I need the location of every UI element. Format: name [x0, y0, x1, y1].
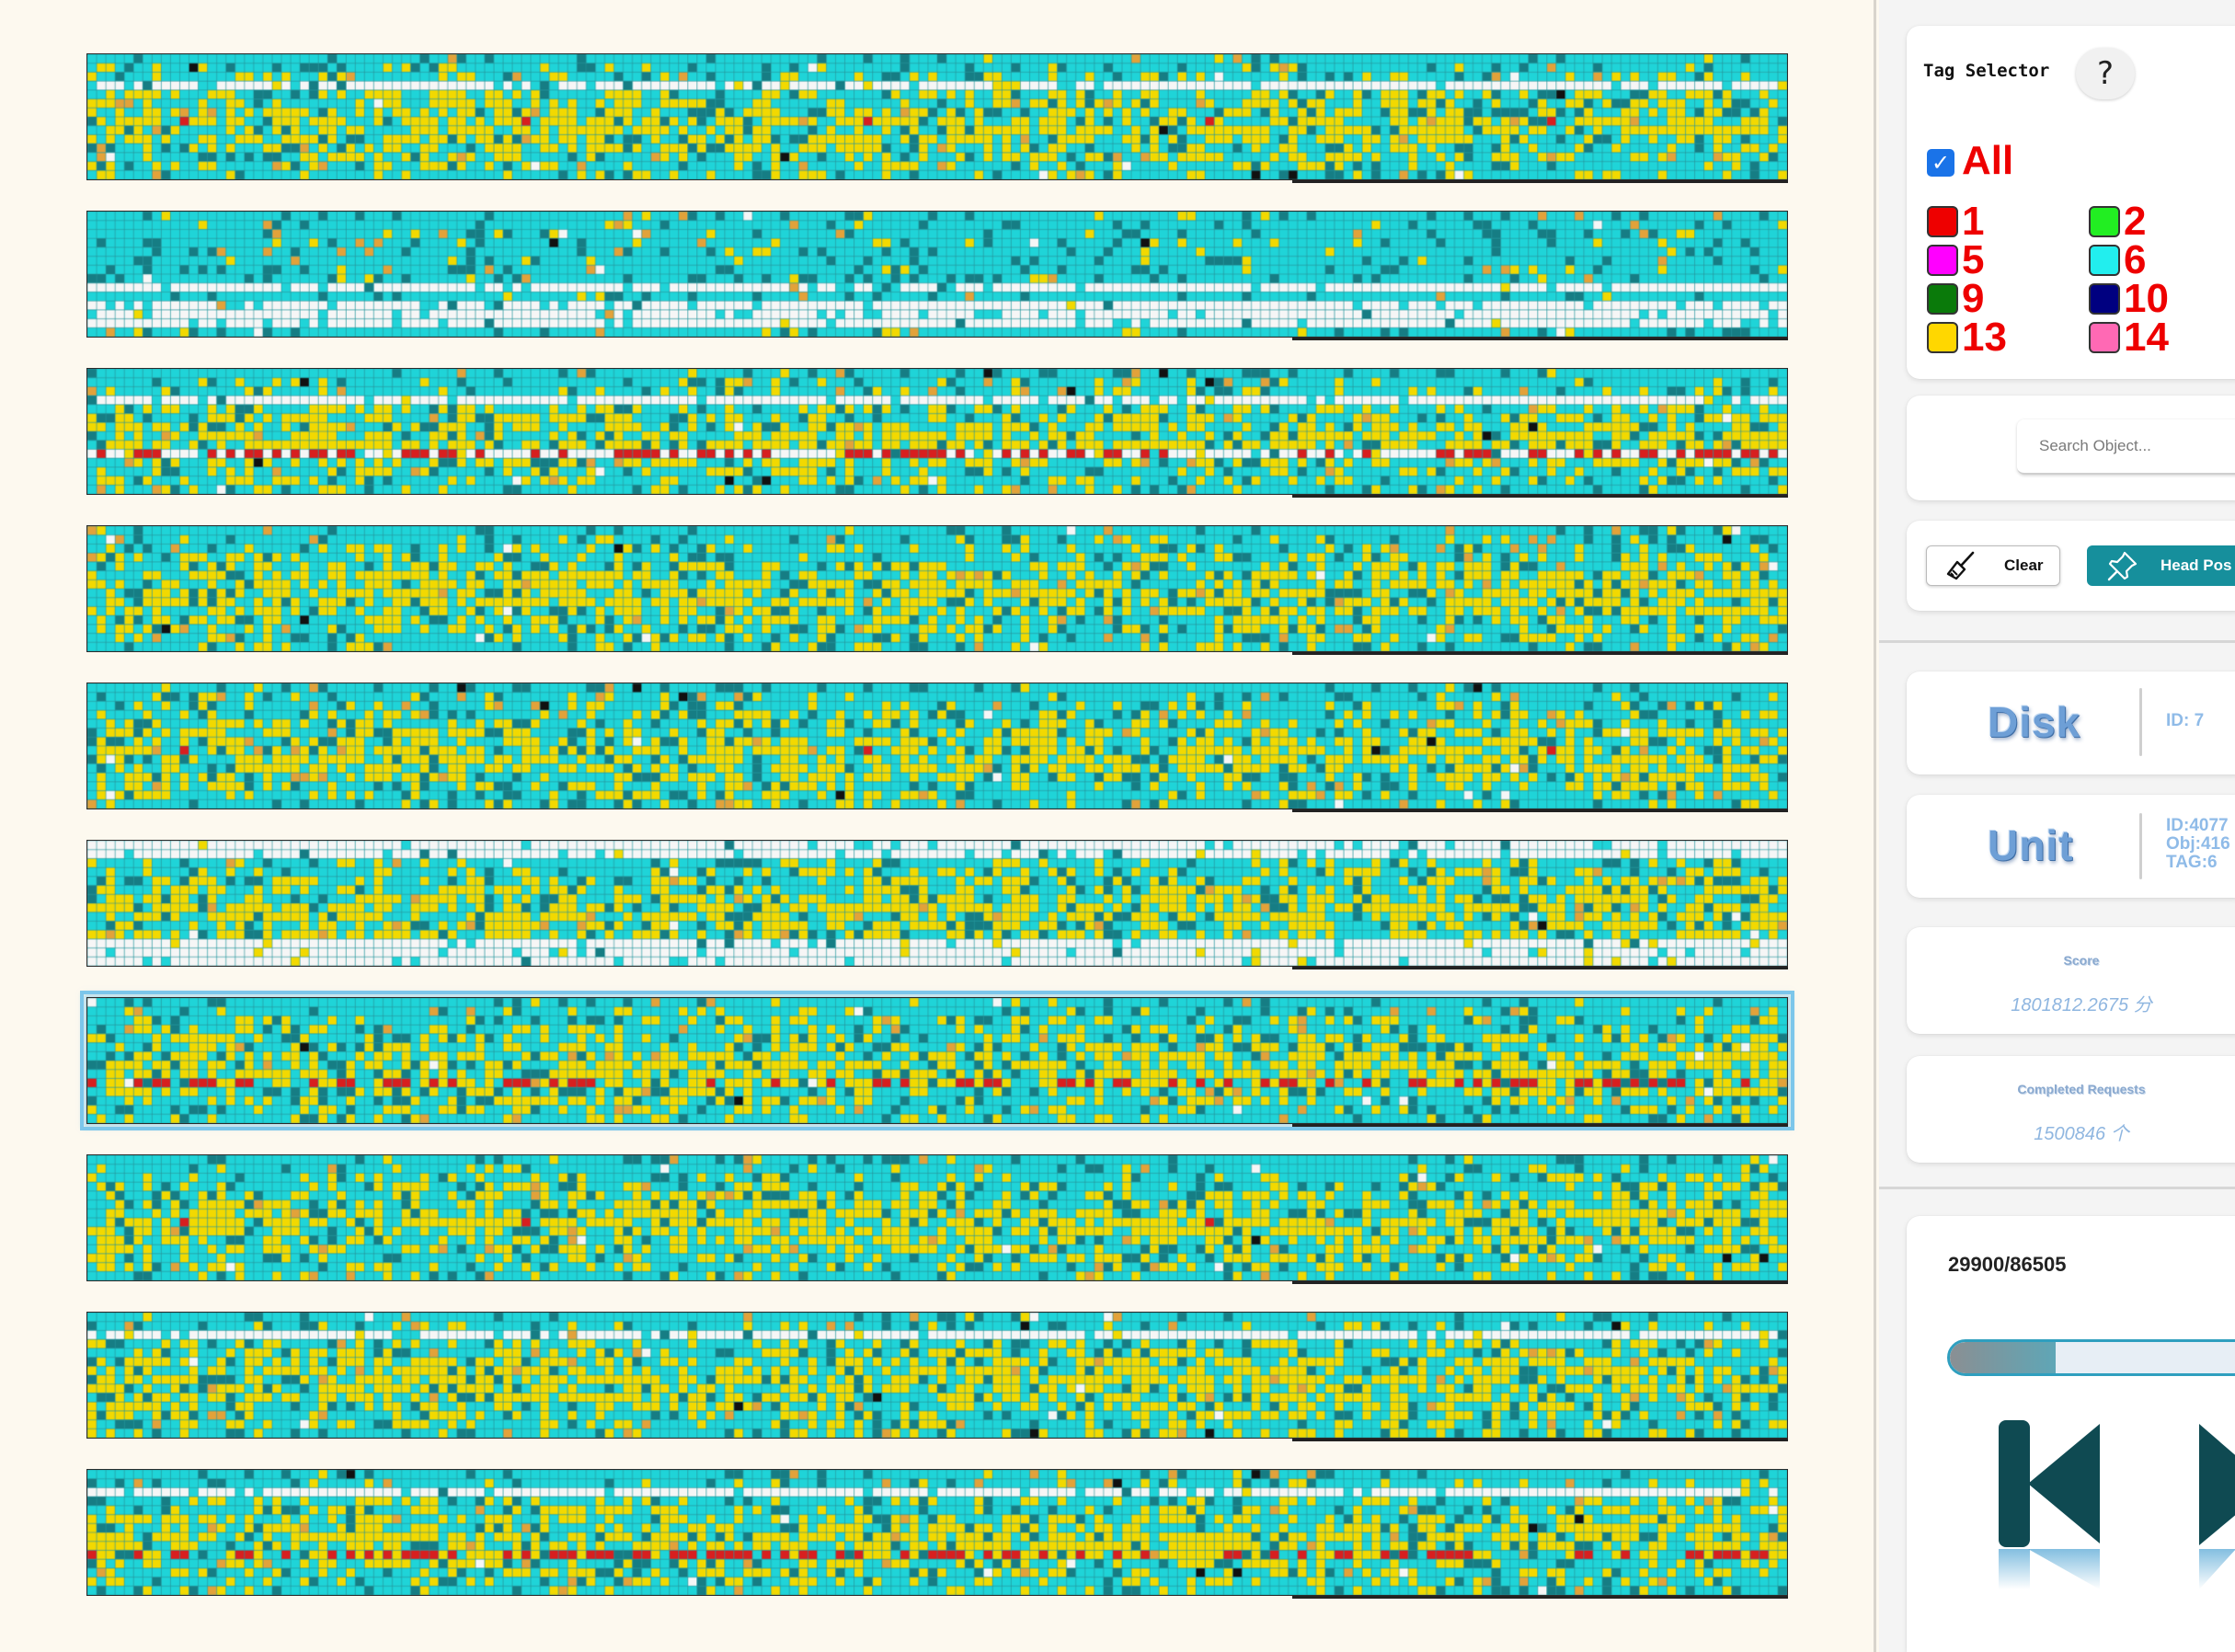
unit-tag: TAG:6: [2166, 853, 2218, 872]
progress-fill: [1950, 1342, 2057, 1373]
tag-color-swatch: [1927, 245, 1958, 276]
tag-item-2[interactable]: 2: [2089, 199, 2147, 244]
disk-row[interactable]: [86, 1312, 1788, 1439]
disk-cell-grid: [87, 526, 1787, 651]
disk-cell-grid: [87, 54, 1787, 179]
tag-selector-title: Tag Selector: [1923, 61, 2050, 81]
disk-cell-grid: [87, 998, 1787, 1123]
disk-row[interactable]: [86, 1469, 1788, 1596]
unit-title: Unit: [1988, 821, 2074, 869]
disk-row-baseline: [1292, 809, 1788, 812]
disk-cell-grid: [87, 841, 1787, 966]
disk-cell-grid: [87, 1155, 1787, 1280]
skip-back-icon: [1999, 1420, 2100, 1589]
disk-row-baseline: [1292, 1596, 1788, 1599]
disk-row[interactable]: [86, 525, 1788, 652]
disk-row[interactable]: [86, 368, 1788, 495]
broom-icon: [1946, 551, 1975, 580]
question-icon: ?: [2096, 55, 2115, 92]
disk-row[interactable]: [86, 683, 1788, 809]
disk-info-card: Disk ID: 7: [1907, 671, 2235, 774]
progress-bar[interactable]: [1947, 1339, 2235, 1376]
disk-title: Disk: [1988, 698, 2081, 746]
clear-label: Clear: [2004, 556, 2044, 574]
disk-row-baseline: [1292, 495, 1788, 498]
tag-color-swatch: [1927, 322, 1958, 353]
divider: [2139, 688, 2142, 756]
score-value: 1801812.2675 分: [2011, 995, 2152, 1015]
tag-label: 9: [1962, 276, 1985, 321]
tag-label: 1: [1962, 199, 1985, 244]
tag-label: 14: [2124, 315, 2169, 360]
checkmark-icon: ✓: [1931, 150, 1951, 176]
tag-color-swatch: [2089, 322, 2120, 353]
disk-cell-grid: [87, 1313, 1787, 1438]
pin-icon: [2107, 551, 2138, 581]
search-object-input[interactable]: [2017, 419, 2235, 475]
completed-label: Completed Requests: [2017, 1082, 2146, 1096]
completed-card: Completed Requests 1500846 个: [1907, 1056, 2235, 1163]
play-icon: [2199, 1424, 2235, 1589]
playback-card: [1907, 1216, 2235, 1652]
disk-row-baseline: [1292, 1124, 1788, 1127]
tag-item-13[interactable]: 13: [1927, 315, 2007, 360]
disk-grid-area: [80, 0, 1876, 1652]
completed-value: 1500846 个: [2034, 1124, 2129, 1144]
tag-item-5[interactable]: 5: [1927, 237, 1985, 282]
head-position-label: Head Pos: [2160, 556, 2232, 574]
tag-item-9[interactable]: 9: [1927, 276, 1985, 321]
disk-cell-grid: [87, 1470, 1787, 1595]
tag-color-swatch: [2089, 206, 2120, 237]
disk-row[interactable]: [86, 53, 1788, 180]
tag-selector-card: Tag Selector ? ✓ All 1 2 5 6 9 10 13 14: [1907, 26, 2235, 379]
play-button[interactable]: [2199, 1417, 2235, 1591]
tag-label: 5: [1962, 237, 1985, 282]
disk-row-baseline: [1292, 180, 1788, 183]
score-label: Score: [2063, 953, 2100, 968]
disk-row-baseline: [1292, 967, 1788, 969]
unit-id: ID:4077: [2166, 816, 2229, 835]
section-divider: [1879, 1187, 2235, 1189]
disk-id: ID: 7: [2166, 711, 2205, 730]
score-card: Score 1801812.2675 分: [1907, 927, 2235, 1034]
disk-row-baseline: [1292, 1281, 1788, 1284]
tag-item-6[interactable]: 6: [2089, 237, 2147, 282]
tag-item-10[interactable]: 10: [2089, 276, 2169, 321]
disk-row[interactable]: [86, 840, 1788, 967]
tag-color-swatch: [2089, 245, 2120, 276]
skip-back-button[interactable]: [1989, 1417, 2118, 1591]
disk-row[interactable]: [86, 211, 1788, 338]
disk-row-baseline: [1292, 1439, 1788, 1441]
tag-color-swatch: [1927, 206, 1958, 237]
progress-counter: 29900/86505: [1948, 1253, 2067, 1276]
tag-item-14[interactable]: 14: [2089, 315, 2169, 360]
tag-item-1[interactable]: 1: [1927, 199, 1985, 244]
disk-cell-grid: [87, 212, 1787, 337]
all-tags-label: All: [1962, 138, 2014, 183]
disk-cell-grid: [87, 683, 1787, 809]
tag-label: 13: [1962, 315, 2007, 360]
tag-label: 2: [2124, 199, 2147, 244]
divider: [2139, 813, 2142, 879]
all-checkbox[interactable]: ✓: [1927, 149, 1954, 177]
clear-button[interactable]: Clear: [1926, 545, 2060, 586]
unit-object: Obj:416: [2166, 834, 2230, 854]
disk-row[interactable]: [80, 991, 1794, 1130]
unit-info-card: Unit ID:4077 Obj:416 TAG:6: [1907, 795, 2235, 898]
section-divider: [1879, 640, 2235, 643]
tag-label: 10: [2124, 276, 2169, 321]
tag-color-swatch: [2089, 283, 2120, 315]
tag-color-swatch: [1927, 283, 1958, 315]
head-position-button[interactable]: Head Pos: [2087, 545, 2235, 586]
disk-row-baseline: [1292, 652, 1788, 655]
control-panel: Tag Selector ? ✓ All 1 2 5 6 9 10 13 14 Clear H…: [1879, 0, 2235, 1652]
disk-cell-grid: [87, 369, 1787, 494]
disk-row-baseline: [1292, 338, 1788, 340]
disk-row[interactable]: [86, 1154, 1788, 1281]
tag-label: 6: [2124, 237, 2147, 282]
help-button[interactable]: ?: [2076, 48, 2135, 99]
